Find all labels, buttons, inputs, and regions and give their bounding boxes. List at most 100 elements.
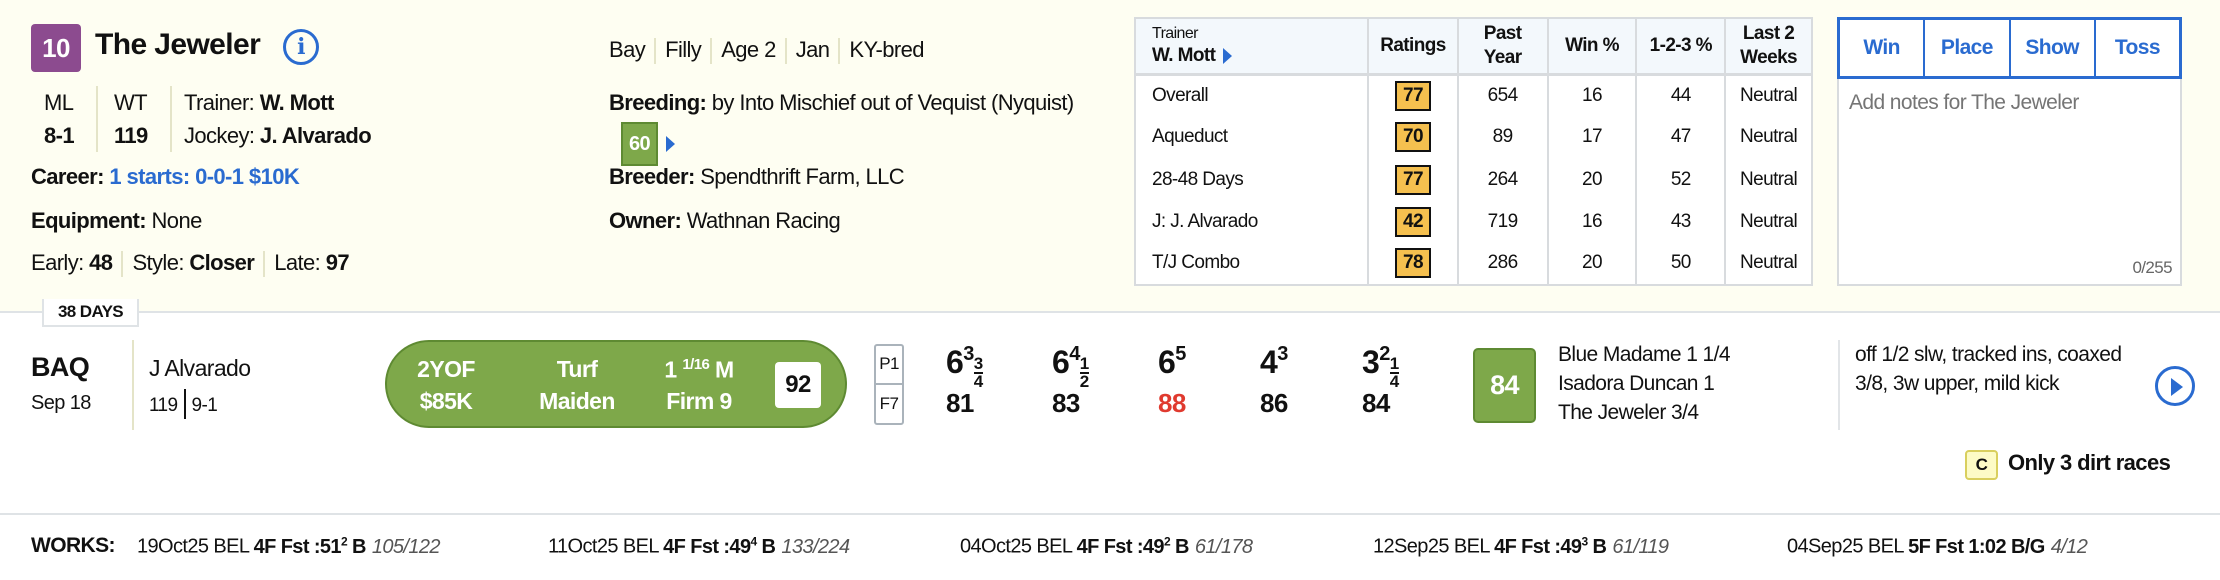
expand-arrow-icon[interactable]	[1223, 47, 1233, 64]
row-label: J: J. Alvarado	[1152, 210, 1258, 232]
rating-badge: 70	[1394, 122, 1431, 153]
career-link[interactable]: 1 starts: 0-0-1 $10K	[109, 164, 300, 189]
race-distance: 1 1/16 M	[664, 356, 734, 383]
work-detail: 4F Fst :494 B	[663, 534, 776, 558]
pick-buttons: Win Place Show Toss	[1837, 17, 2182, 79]
win-button[interactable]: Win	[1863, 36, 1900, 59]
last-2-weeks: Neutral	[1724, 242, 1812, 285]
last-2-weeks: Neutral	[1724, 116, 1812, 159]
table-header: Trainer W. Mott Ratings Past Year Win % 1…	[1135, 18, 1812, 76]
rating-cell: 78	[1367, 242, 1458, 285]
trainer-header-link[interactable]: W. Mott	[1152, 44, 1367, 68]
table-row: T/J Combo 78 286 20 50 Neutral	[1135, 242, 1812, 285]
finisher-2[interactable]: Isadora Duncan 1	[1558, 372, 1715, 395]
race-summary-pill[interactable]: 2YOF $85K Turf Maiden 1 1/16 M Firm 9 92	[385, 340, 847, 428]
work-date: 12Sep25 BEL	[1373, 535, 1490, 558]
owner-value: Wathnan Racing	[686, 208, 841, 233]
ml-label: ML	[44, 90, 74, 115]
finisher-1[interactable]: Blue Madame 1 1/4	[1558, 343, 1731, 366]
workout-item[interactable]: 19Oct25 BEL 4F Fst :512 B 105/122	[137, 534, 441, 559]
row-label: Overall	[1152, 85, 1209, 107]
call-lengths: 3	[1277, 343, 1288, 365]
trainer-header-label: Trainer	[1152, 24, 1198, 42]
table-row: J: J. Alvarado 42 719 16 43 Neutral	[1135, 200, 1812, 243]
expand-arrow-icon[interactable]	[666, 136, 676, 152]
place-button[interactable]: Place	[1923, 20, 2008, 76]
breeder: Breeder: Spendthrift Farm, LLC	[609, 164, 905, 190]
finisher-3[interactable]: The Jeweler 3/4	[1558, 401, 1699, 424]
jockey-label: Jockey:	[184, 123, 255, 148]
owner-label: Owner:	[609, 208, 682, 233]
attr-color: Bay	[609, 37, 646, 62]
workout-item[interactable]: 12Sep25 BEL 4F Fst :493 B 61/119	[1373, 534, 1669, 559]
notes-char-count: 0/255	[2132, 258, 2172, 277]
play-replay-icon[interactable]	[2155, 366, 2195, 406]
owner: Owner: Wathnan Racing	[609, 208, 841, 234]
attr-age: Age 2	[721, 37, 776, 62]
jockey-name[interactable]: J. Alvarado	[259, 123, 372, 148]
itm-pct: 44	[1635, 74, 1726, 117]
call-position: 32 1 4	[1362, 343, 1399, 390]
trainer-header-name[interactable]: W. Mott	[1152, 44, 1216, 66]
call-figure: 84	[1362, 388, 1390, 418]
work-date: 04Sep25 BEL	[1787, 535, 1904, 558]
workout-item[interactable]: 04Sep25 BEL 5F Fst 1:02 B/G 4/12	[1787, 534, 2088, 559]
win-pct: 16	[1546, 200, 1637, 243]
notes-input[interactable]	[1839, 79, 2180, 269]
call-figure: 83	[1052, 388, 1080, 418]
last-2-weeks: Neutral	[1724, 74, 1812, 117]
workout-item[interactable]: 04Oct25 BEL 4F Fst :492 B 61/178	[960, 534, 1253, 559]
show-button[interactable]: Show	[2008, 20, 2094, 76]
breeder-label: Breeder:	[609, 164, 695, 189]
table-row: Aqueduct 70 89 17 47 Neutral	[1135, 116, 1812, 159]
work-detail: 4F Fst :512 B	[253, 534, 367, 558]
wt-value: 119	[114, 123, 148, 148]
last-2-weeks: Neutral	[1724, 200, 1812, 243]
race-date: Sep 18	[31, 392, 91, 414]
call-lengths: 5	[1175, 343, 1186, 365]
itm-pct: 50	[1635, 242, 1726, 285]
early-label: Early:	[31, 250, 84, 275]
itm-pct: 43	[1635, 200, 1726, 243]
race-track[interactable]: BAQ	[31, 352, 90, 382]
work-rank: 133/224	[781, 535, 850, 558]
divider	[0, 513, 2220, 515]
equipment: Equipment: None	[31, 208, 202, 234]
race-type: Maiden	[539, 388, 615, 414]
run-style: Early: 48 Style: Closer Late: 97	[31, 250, 350, 278]
call-pos: 3	[1362, 344, 1380, 380]
info-icon[interactable]: i	[283, 29, 319, 65]
call-lengths: 2	[1379, 343, 1390, 365]
field-size: F7	[879, 393, 899, 413]
style-label: Style:	[132, 250, 184, 275]
call-figure: 88	[1158, 388, 1186, 418]
workouts-row: WORKS: 19Oct25 BEL 4F Fst :512 B 105/122 1…	[31, 534, 2088, 558]
table-row: 28-48 Days 77 264 20 52 Neutral	[1135, 158, 1812, 201]
toss-button[interactable]: Toss	[2093, 20, 2179, 76]
itm-pct: 52	[1635, 158, 1726, 201]
rating-cell: 42	[1367, 200, 1458, 243]
rating-badge: 78	[1394, 248, 1431, 279]
wt-label: WT	[114, 90, 148, 115]
horse-name[interactable]: The Jeweler	[95, 28, 261, 61]
career-label: Career:	[31, 164, 104, 189]
horse-attributes: Bay Filly Age 2 Jan KY-bred	[609, 37, 924, 65]
race-weight: 119	[149, 395, 178, 416]
breeding: Breeding: by Into Mischief out of Vequis…	[609, 84, 1109, 166]
attr-bred: KY-bred	[849, 37, 924, 62]
breeding-rating: 60	[621, 122, 659, 166]
work-rank: 61/178	[1194, 535, 1253, 558]
trainer-name[interactable]: W. Mott	[259, 90, 335, 115]
table-row: Overall 77 654 16 44 Neutral	[1135, 74, 1812, 117]
race-comment: off 1/2 slw, tracked ins, coaxed 3/8, 3w…	[1855, 343, 2122, 395]
rating-badge: 77	[1394, 81, 1431, 112]
work-date: 19Oct25 BEL	[137, 535, 249, 558]
call-pos: 4	[1260, 344, 1278, 380]
equipment-value: None	[151, 208, 203, 233]
call-lengths: 3	[963, 343, 974, 365]
workout-item[interactable]: 11Oct25 BEL 4F Fst :494 B 133/224	[548, 534, 850, 559]
top-finishers: Blue Madame 1 1/4 Isadora Duncan 1 The J…	[1558, 340, 1731, 427]
race-purse: $85K	[419, 388, 473, 414]
